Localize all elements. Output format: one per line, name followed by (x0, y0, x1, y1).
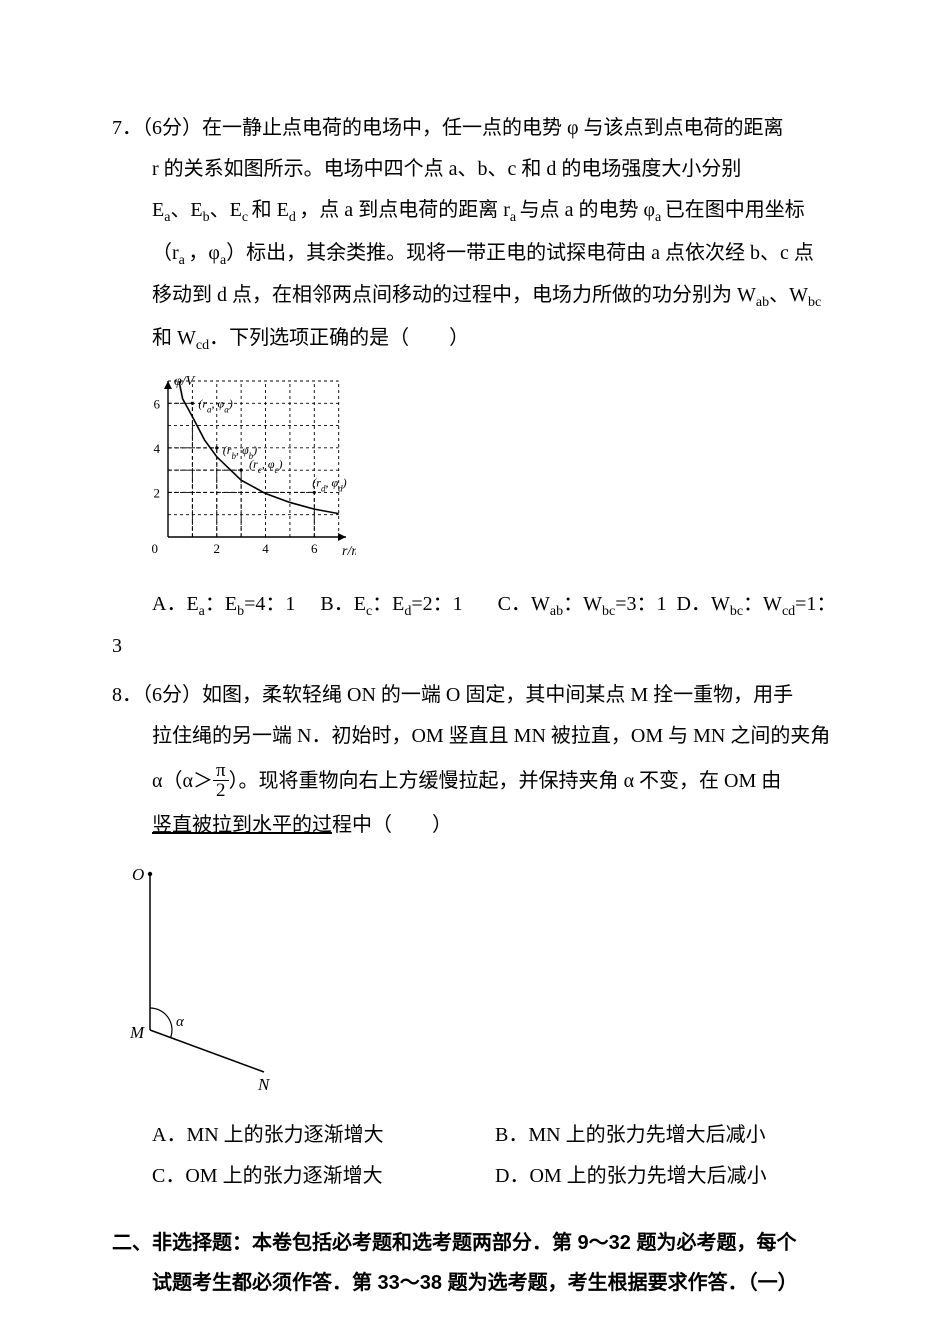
q8-points: （6分） (142, 684, 202, 706)
q7-line5: 移动到 d 点，在相邻两点间移动的过程中，电场力所做的功分别为 Wab、Wbc (112, 275, 838, 318)
q8-opt-a: A．MN 上的张力逐渐增大 (152, 1115, 495, 1156)
q7-chart: 2462460φ/Vr/m(ra, φa)(rb, φb)(rc, φc)(rd… (136, 371, 838, 576)
q8-line2: 拉住绳的另一端 N．初始时，OM 竖直且 MN 被拉直，OM 与 MN 之间的夹… (112, 716, 838, 757)
q8-opt-d: D．OM 上的张力先增大后减小 (495, 1156, 838, 1197)
section-2-line2: 试题考生都必须作答．第 33～38 题为选考题，考生根据要求作答．（一） (112, 1263, 838, 1303)
q7-line6: 和 Wcd．下列选项正确的是（ ） (112, 318, 838, 361)
q7-text-seg: 在一静止点电荷的电场中，任一点的电势 φ 与该点到点电荷的距离 (202, 117, 784, 139)
q8-opt-b: B．MN 上的张力先增大后减小 (495, 1115, 838, 1156)
q7-opt-a: A．Ea：Eb=4：1 (152, 584, 295, 627)
q8-line1: 8．（6分）如图，柔软轻绳 ON 的一端 O 固定，其中间某点 M 拴一重物，用… (112, 675, 838, 716)
svg-text:N: N (257, 1075, 271, 1092)
svg-text:2: 2 (154, 485, 161, 500)
q7-chart-svg: 2462460φ/Vr/m(ra, φa)(rb, φb)(rc, φc)(rd… (136, 371, 356, 561)
svg-text:2: 2 (214, 541, 221, 556)
svg-text:r/m: r/m (342, 544, 356, 559)
q7-opt-d-wrap: 3 (112, 626, 838, 667)
q8-diagram: α O M N (124, 856, 838, 1107)
q7-line3: Ea、Eb、Ec 和 Ed ，点 a 到点电荷的距离 ra 与点 a 的电势 φ… (112, 190, 838, 233)
pi-over-2: π2 (213, 761, 229, 800)
q7-options-line: A．Ea：Eb=4：1 B．Ec：Ed=2：1 C．Wab：Wbc=3：1 D．… (112, 584, 838, 627)
section-2-heading: 二、非选择题：本卷包括必考题和选考题两部分．第 9～32 题为必考题，每个 试题… (112, 1223, 838, 1303)
q7-line2: r 的关系如图所示。电场中四个点 a、b、c 和 d 的电场强度大小分别 (112, 149, 838, 190)
q8-line4: 竖直被拉到水平的过程中（ ） (112, 805, 838, 846)
q7-line4: （ra ，φa）标出，其余类推。现将一带正电的试探电荷由 a 点依次经 b、c … (112, 233, 838, 276)
svg-text:M: M (129, 1023, 145, 1042)
q7-opt-b: B．Ec：Ed=2：1 (320, 584, 462, 627)
q7-points: （6分） (142, 117, 202, 139)
q7-line1: 7．（6分）在一静止点电荷的电场中，任一点的电势 φ 与该点到点电荷的距离 (112, 108, 838, 149)
svg-text:φ/V: φ/V (174, 374, 196, 389)
q8-options-row1: A．MN 上的张力逐渐增大 B．MN 上的张力先增大后减小 (112, 1115, 838, 1156)
svg-text:6: 6 (154, 396, 161, 411)
q8-options-row2: C．OM 上的张力逐渐增大 D．OM 上的张力先增大后减小 (112, 1156, 838, 1197)
svg-text:6: 6 (311, 541, 318, 556)
section-2-line1: 二、非选择题：本卷包括必考题和选考题两部分．第 9～32 题为必考题，每个 (112, 1223, 838, 1263)
svg-text:4: 4 (262, 541, 269, 556)
svg-text:α: α (176, 1014, 185, 1030)
question-8: 8．（6分）如图，柔软轻绳 ON 的一端 O 固定，其中间某点 M 拴一重物，用… (112, 675, 838, 1197)
q7-number: 7． (112, 117, 142, 139)
q8-opt-c: C．OM 上的张力逐渐增大 (152, 1156, 495, 1197)
question-7: 7．（6分）在一静止点电荷的电场中，任一点的电势 φ 与该点到点电荷的距离 r … (112, 108, 838, 667)
svg-text:O: O (132, 865, 144, 884)
q7-opt-d: D．Wbc：Wcd=1： (677, 584, 837, 627)
q8-diagram-svg: α O M N (124, 856, 294, 1092)
q8-number: 8． (112, 684, 142, 706)
q8-text-seg: 如图，柔软轻绳 ON 的一端 O 固定，其中间某点 M 拴一重物，用手 (202, 684, 793, 706)
svg-text:(ra, φa): (ra, φa) (198, 396, 232, 414)
svg-text:4: 4 (154, 441, 161, 456)
svg-text:(rd, φd): (rd, φd) (312, 475, 346, 493)
q7-opt-c: C．Wab：Wbc=3：1 (498, 584, 667, 627)
svg-text:0: 0 (152, 541, 159, 556)
svg-text:(rc, φc): (rc, φc) (249, 457, 282, 475)
q8-line3: α（α＞π2）。现将重物向右上方缓慢拉起，并保持夹角 α 不变，在 OM 由 (112, 757, 838, 805)
